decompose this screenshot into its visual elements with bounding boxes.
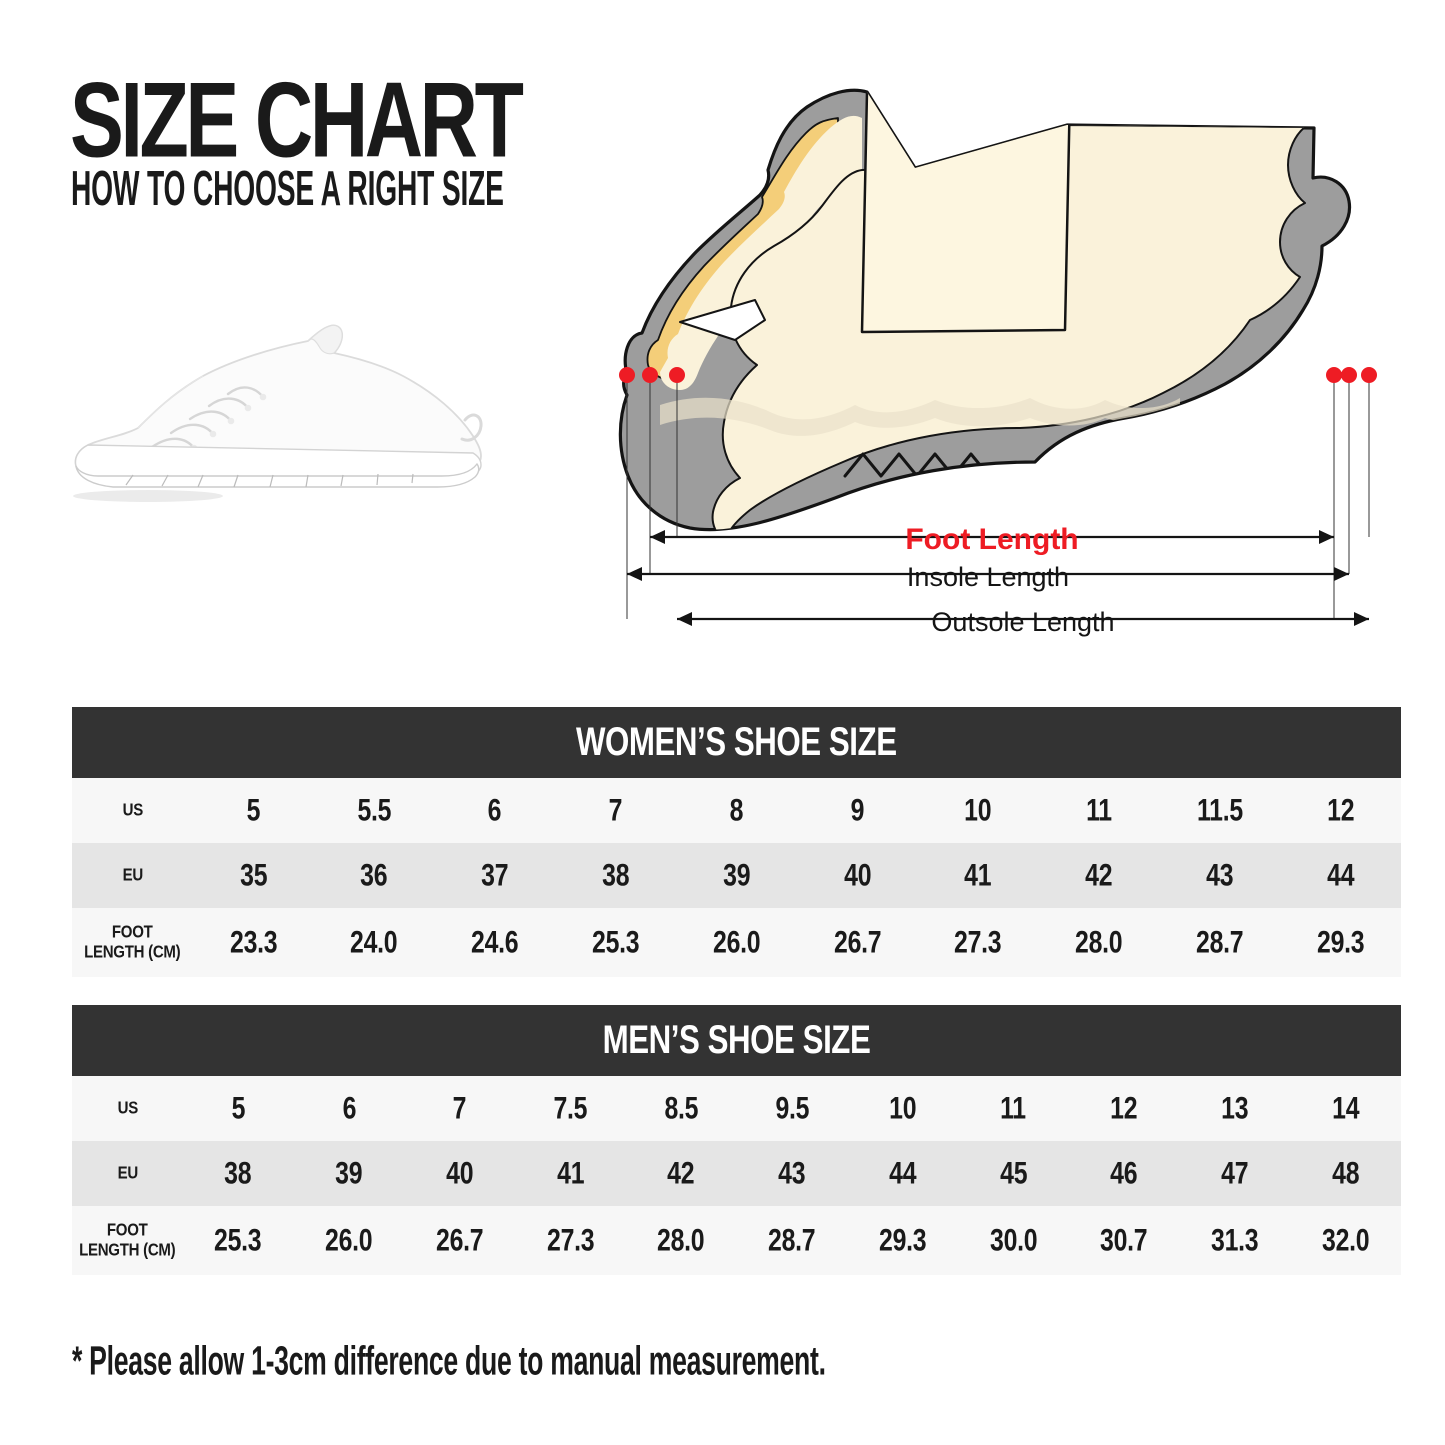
svg-text:Insole Length: Insole Length (907, 562, 1069, 592)
svg-text:Outsole Length: Outsole Length (931, 607, 1114, 637)
svg-text:Foot Length: Foot Length (905, 523, 1078, 556)
